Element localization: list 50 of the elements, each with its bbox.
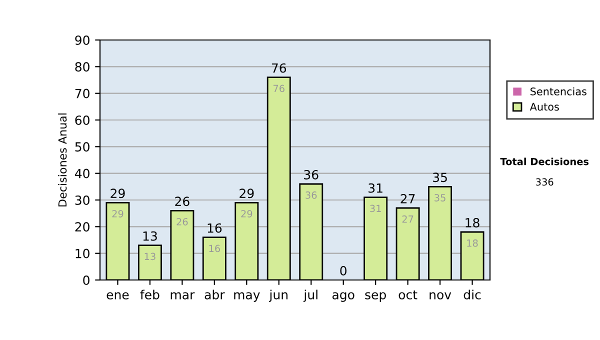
data-label: 36 [306, 191, 317, 199]
data-label: 29 [112, 210, 124, 218]
y-tick-label: 40 [74, 168, 90, 178]
y-tick-label: 0 [83, 275, 90, 285]
data-label: 26 [176, 218, 188, 226]
data-label: 35 [434, 194, 446, 202]
x-tick-label: nov [430, 292, 452, 300]
data-label: 27 [402, 215, 414, 223]
x-tick-label: mar [170, 292, 195, 300]
x-tick-label: may [234, 292, 260, 302]
text: 336 [536, 178, 554, 186]
data-label: 13 [144, 252, 156, 260]
y-tick-label: 10 [76, 248, 90, 258]
x-tick-label: dic [464, 290, 481, 300]
x-tick-label: feb [140, 290, 160, 300]
total-label: 36 [304, 170, 318, 180]
y-tick-label: 80 [75, 62, 90, 72]
data-label: 29 [241, 210, 252, 218]
y-tick-label: 70 [75, 88, 90, 98]
data-label: 76 [273, 84, 284, 92]
x-tick-label: jul [303, 290, 318, 302]
total-label: 76 [272, 63, 286, 73]
y-tick-label: 20 [75, 222, 90, 232]
text: Total Decisiones [500, 158, 589, 166]
total-label: 0 [340, 266, 346, 276]
data-label: 16 [209, 244, 220, 252]
x-tick-label: oct [398, 290, 418, 300]
total-label: 27 [400, 194, 415, 204]
y-axis-title: Decisiones Anual [58, 114, 67, 206]
total-label: 26 [175, 196, 190, 206]
x-tick-label: jun [269, 290, 288, 302]
total-label: 13 [143, 231, 157, 241]
total-label: 16 [208, 223, 222, 233]
x-tick-label: sep [365, 292, 386, 302]
total-label: 29 [240, 188, 254, 198]
y-tick-label: 50 [75, 142, 90, 152]
x-tick-label: abr [204, 290, 225, 300]
data-label: 18 [467, 239, 478, 247]
legend-label: Sentencias [530, 87, 586, 96]
y-tick-label: 30 [75, 195, 90, 205]
y-tick-label: 60 [75, 115, 90, 125]
total-label: 35 [433, 172, 447, 182]
total-label: 29 [110, 188, 125, 198]
x-tick-label: ago [332, 292, 354, 302]
total-label: 31 [368, 183, 382, 193]
legend-label: Autos [530, 102, 559, 111]
data-label: 31 [370, 204, 381, 212]
x-tick-label: ene [106, 292, 129, 300]
total-label: 18 [466, 218, 480, 228]
y-tick-label: 90 [75, 35, 90, 45]
